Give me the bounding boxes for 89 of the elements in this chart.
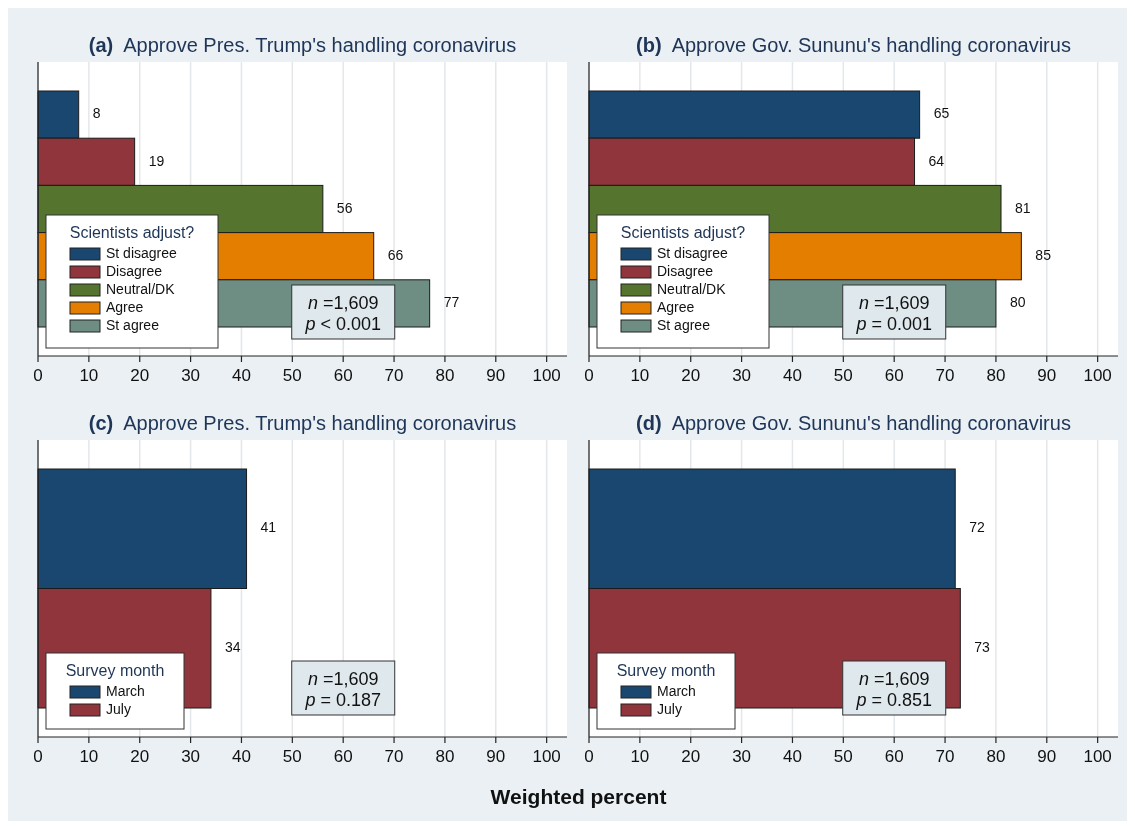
x-tick-label: 30 [181, 747, 201, 766]
data-label: 41 [260, 519, 277, 536]
x-tick-label: 80 [435, 747, 455, 766]
legend-title: Scientists adjust? [69, 224, 195, 241]
data-label: 66 [387, 246, 404, 263]
x-tick-label: 60 [333, 366, 353, 385]
data-label: 34 [224, 638, 241, 655]
data-label: 72 [969, 519, 986, 536]
x-tick-label: 40 [232, 747, 251, 766]
x-tick-label: 90 [1037, 366, 1057, 385]
data-label: 77 [443, 294, 460, 311]
x-tick-label: 100 [532, 366, 561, 385]
x-tick-label: 60 [884, 747, 904, 766]
x-tick-label: 20 [130, 747, 150, 766]
x-tick-label: 10 [630, 366, 650, 385]
data-label: 64 [928, 152, 945, 169]
annotation: p = 0.187 [304, 690, 382, 710]
x-tick-label: 70 [935, 366, 955, 385]
x-tick-label: 10 [79, 366, 99, 385]
annotation: n =1,609 [858, 293, 930, 313]
legend-label: Disagree [106, 262, 163, 279]
x-tick-label: 60 [333, 747, 353, 766]
x-tick-label: 90 [1037, 747, 1057, 766]
data-label: 65 [933, 105, 950, 122]
data-label: 56 [336, 199, 353, 216]
legend-title: Survey month [65, 662, 165, 679]
annotation: p = 0.001 [855, 314, 933, 334]
x-tick-label: 10 [79, 747, 99, 766]
x-tick-label: 50 [282, 747, 302, 766]
x-tick-label: 100 [532, 747, 561, 766]
legend-label: Neutral/DK [657, 280, 727, 297]
data-label: 85 [1035, 246, 1052, 263]
legend-label: Disagree [657, 262, 714, 279]
legend-label: July [657, 700, 682, 717]
x-tick-label: 0 [33, 747, 43, 766]
x-tick-label: 20 [130, 366, 150, 385]
x-tick-label: 80 [435, 366, 455, 385]
x-tick-label: 40 [783, 747, 802, 766]
x-tick-label: 90 [486, 366, 506, 385]
x-tick-label: 70 [384, 747, 404, 766]
chart-title: (a) Approve Pres. Trump's handling coronavirus [88, 34, 517, 56]
legend-label: St agree [657, 316, 711, 333]
legend-label: Agree [106, 298, 144, 315]
x-tick-label: 0 [584, 747, 594, 766]
x-tick-label: 80 [986, 366, 1006, 385]
chart-title: (c) Approve Pres. Trump's handling coronavirus [88, 412, 517, 434]
x-tick-label: 0 [584, 366, 594, 385]
annotation: n =1,609 [858, 669, 930, 689]
legend-label: Agree [657, 298, 695, 315]
x-tick-label: 20 [681, 747, 701, 766]
annotation: n =1,609 [307, 293, 379, 313]
annotation: p < 0.001 [304, 314, 382, 334]
data-label: 19 [148, 152, 165, 169]
x-tick-label: 30 [181, 366, 201, 385]
legend-label: Neutral/DK [106, 280, 176, 297]
chart-title: (d) Approve Gov. Sununu's handling coronavirus [636, 412, 1071, 434]
x-tick-label: 100 [1083, 366, 1112, 385]
data-label: 80 [1009, 294, 1026, 311]
x-axis-title: Weighted percent [490, 785, 667, 808]
legend-label: July [106, 700, 131, 717]
x-tick-label: 90 [486, 747, 506, 766]
legend-label: St disagree [657, 244, 729, 261]
x-tick-label: 70 [384, 366, 404, 385]
x-tick-label: 50 [833, 747, 853, 766]
annotation: p = 0.851 [855, 690, 933, 710]
legend-label: St agree [106, 316, 160, 333]
x-tick-label: 20 [681, 366, 701, 385]
x-tick-label: 60 [884, 366, 904, 385]
x-tick-label: 80 [986, 747, 1006, 766]
x-tick-label: 70 [935, 747, 955, 766]
x-tick-label: 50 [282, 366, 302, 385]
annotation: n =1,609 [307, 669, 379, 689]
data-label: 73 [974, 638, 991, 655]
legend-label: March [106, 682, 145, 699]
data-label: 81 [1015, 199, 1031, 216]
x-tick-label: 50 [833, 366, 853, 385]
x-tick-label: 10 [630, 747, 650, 766]
x-tick-label: 100 [1083, 747, 1112, 766]
legend-title: Scientists adjust? [620, 224, 746, 241]
x-tick-label: 0 [33, 366, 43, 385]
x-tick-label: 30 [732, 747, 752, 766]
legend-label: St disagree [106, 244, 178, 261]
legend-label: March [657, 682, 696, 699]
chart-title: (b) Approve Gov. Sununu's handling coronavirus [636, 34, 1071, 56]
x-tick-label: 40 [232, 366, 251, 385]
legend-title: Survey month [616, 662, 716, 679]
x-tick-label: 40 [783, 366, 802, 385]
data-label: 8 [92, 105, 101, 122]
x-tick-label: 30 [732, 366, 752, 385]
